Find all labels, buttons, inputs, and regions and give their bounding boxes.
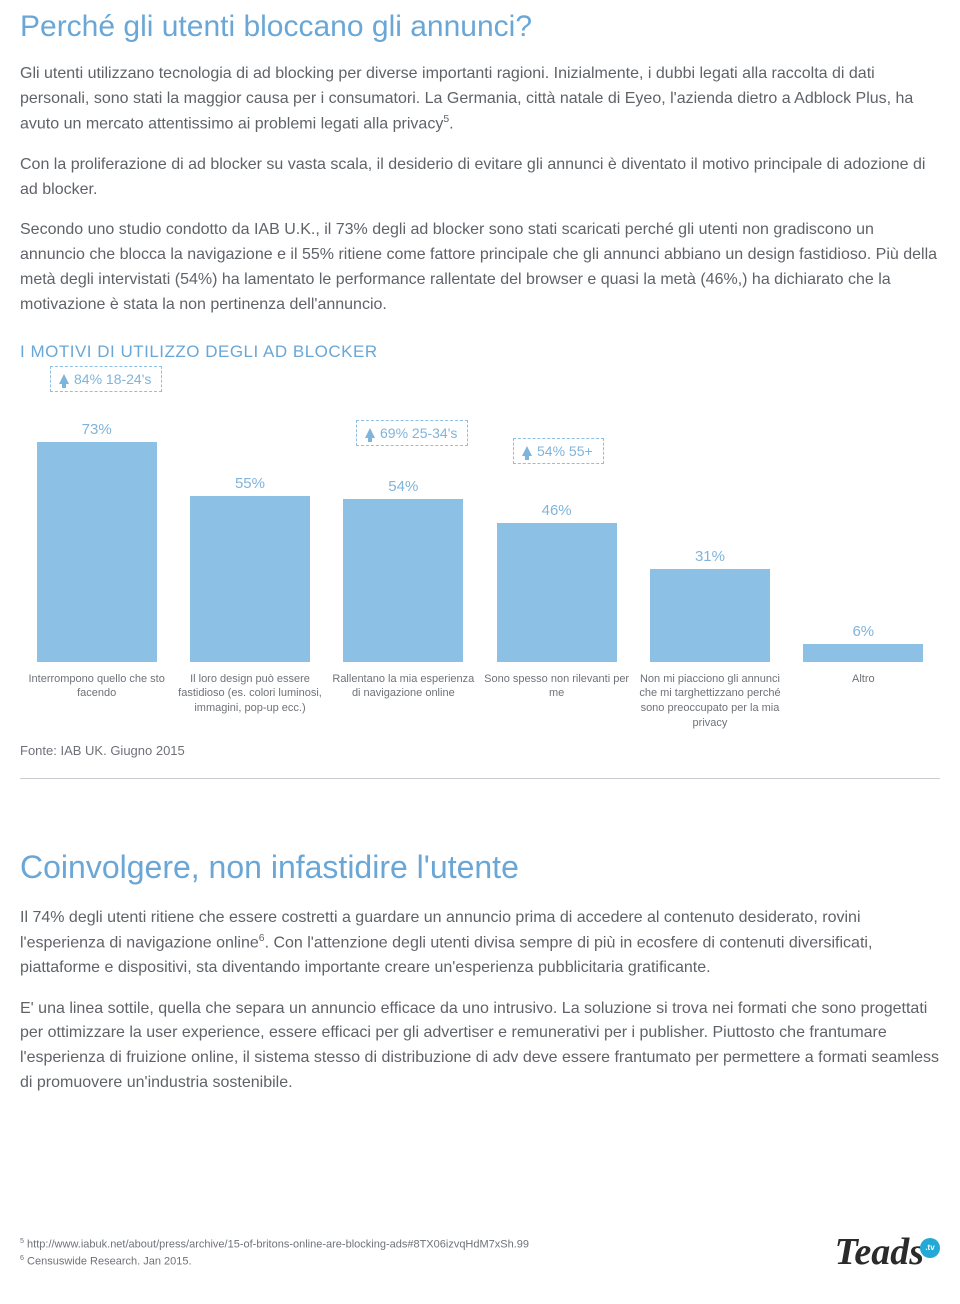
divider-rule	[20, 778, 940, 779]
bar-value-label: 73%	[82, 421, 112, 438]
chart-source: Fonte: IAB UK. Giugno 2015	[20, 743, 940, 758]
up-arrow-icon	[522, 446, 532, 456]
chart-callout: 69% 25-34's	[356, 420, 468, 446]
up-arrow-icon	[59, 374, 69, 384]
up-arrow-icon	[365, 428, 375, 438]
bar-col: 6%	[787, 623, 940, 662]
section2-para2: E' una linea sottile, quella che separa …	[20, 997, 940, 1096]
chart-labels-row: Interrompono quello che sto facendoIl lo…	[20, 672, 940, 731]
bar-value-label: 31%	[695, 548, 725, 565]
bar-category-label: Il loro design può essere fastidioso (es…	[173, 672, 326, 731]
chart-callout: 54% 55+	[513, 438, 604, 464]
logo-badge-icon: .tv	[920, 1238, 940, 1258]
section1-para1: Gli utenti utilizzano tecnologia di ad b…	[20, 62, 940, 137]
bar	[190, 496, 310, 662]
section2-para1: Il 74% degli utenti ritiene che essere c…	[20, 906, 940, 981]
chart-callout: 84% 18-24's	[50, 366, 162, 392]
logo-text: Teads	[835, 1231, 924, 1273]
bar-chart: 84% 18-24's69% 25-34's54% 55+ 73%55%54%4…	[20, 402, 940, 662]
chart-bars-row: 73% 55% 54% 46% 31% 6%	[20, 402, 940, 662]
bar	[37, 442, 157, 662]
bar-value-label: 54%	[388, 478, 418, 495]
bar-category-label: Sono spesso non rilevanti per me	[480, 672, 633, 731]
bar-col: 31%	[633, 548, 786, 662]
section1-title: Perché gli utenti bloccano gli annunci?	[20, 10, 940, 44]
bar	[497, 523, 617, 662]
bar-col: 54%	[327, 478, 480, 662]
footnote-6-text: Censuswide Research. Jan 2015.	[24, 1256, 192, 1268]
bar-value-label: 46%	[542, 502, 572, 519]
chart-title: I MOTIVI DI UTILIZZO DEGLI AD BLOCKER	[20, 342, 940, 362]
bar-col: 46%	[480, 502, 633, 662]
bar-category-label: Altro	[787, 672, 940, 731]
bar-category-label: Interrompono quello che sto facendo	[20, 672, 173, 731]
bar	[650, 569, 770, 662]
section2-title: Coinvolgere, non infastidire l'utente	[20, 849, 940, 886]
para1-text-a: Gli utenti utilizzano tecnologia di ad b…	[20, 65, 913, 132]
bar	[803, 644, 923, 662]
callout-text: 84% 18-24's	[74, 371, 151, 387]
section1-para3: Secondo uno studio condotto da IAB U.K.,…	[20, 218, 940, 317]
bar-category-label: Non mi piacciono gli annunci che mi targ…	[633, 672, 786, 731]
bar-category-label: Rallentano la mia esperienza di navigazi…	[327, 672, 480, 731]
callout-text: 69% 25-34's	[380, 425, 457, 441]
bar-value-label: 55%	[235, 475, 265, 492]
bar-value-label: 6%	[852, 623, 874, 640]
bar-col: 73%	[20, 421, 173, 662]
footnote-5-text: http://www.iabuk.net/about/press/archive…	[24, 1238, 529, 1250]
para1-text-b: .	[449, 115, 453, 132]
section1-para2: Con la proliferazione di ad blocker su v…	[20, 153, 940, 203]
bar	[343, 499, 463, 662]
bar-col: 55%	[173, 475, 326, 662]
teads-logo: Teads.tv	[835, 1230, 940, 1274]
callout-text: 54% 55+	[537, 443, 593, 459]
